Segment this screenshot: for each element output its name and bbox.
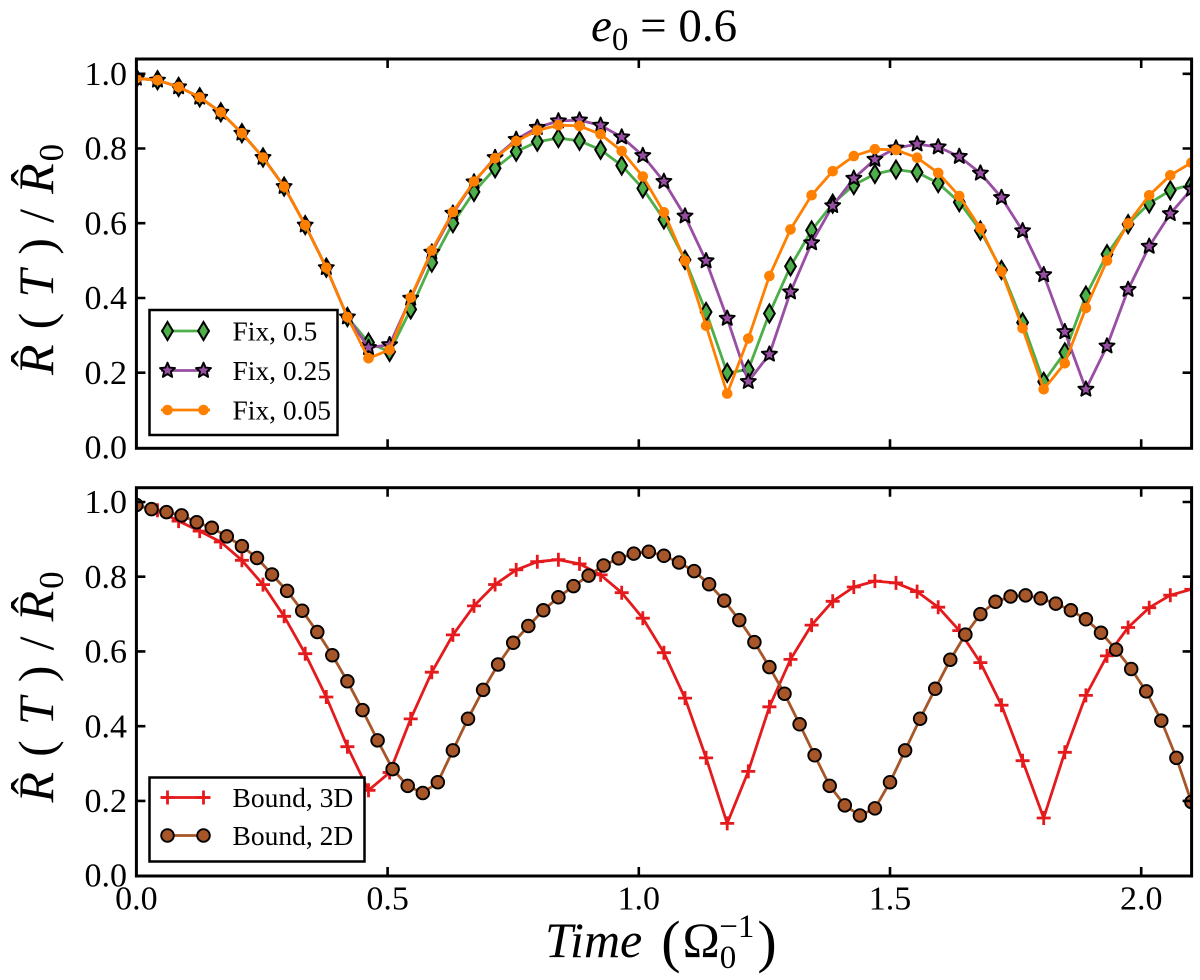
svg-text:0.8: 0.8: [85, 559, 128, 596]
svg-text:Fix, 0.05: Fix, 0.05: [233, 395, 332, 426]
svg-text:0.5: 0.5: [366, 881, 409, 918]
svg-text:Bound, 2D: Bound, 2D: [233, 820, 354, 851]
svg-text:Bound, 3D: Bound, 3D: [233, 782, 354, 813]
svg-text:0.6: 0.6: [85, 205, 128, 242]
svg-text:R: R: [8, 772, 64, 804]
svg-text:T: T: [8, 694, 64, 725]
svg-text:0.4: 0.4: [85, 280, 128, 317]
svg-text:ˆ: ˆ: [1, 778, 57, 795]
svg-text:0: 0: [32, 144, 71, 162]
svg-text:e0 = 0.6: e0 = 0.6: [591, 0, 737, 58]
svg-text:1.0: 1.0: [618, 881, 661, 918]
svg-text:0.0: 0.0: [85, 430, 128, 467]
svg-text:1.5: 1.5: [869, 881, 912, 918]
svg-text:2.0: 2.0: [1120, 881, 1163, 918]
svg-text:R: R: [8, 591, 64, 623]
svg-text:0.8: 0.8: [85, 131, 128, 168]
svg-text:Time(Ω0−1): Time (Ω0−1): [545, 909, 777, 976]
svg-text:0.0: 0.0: [115, 881, 158, 918]
svg-text:ˆ: ˆ: [1, 596, 57, 613]
svg-text:): ): [8, 666, 64, 683]
svg-text:0.6: 0.6: [85, 634, 128, 671]
svg-text:Fix, 0.5: Fix, 0.5: [233, 316, 318, 347]
svg-text:ˆ: ˆ: [1, 350, 57, 367]
svg-text:0.2: 0.2: [85, 355, 128, 392]
svg-text:/: /: [8, 209, 64, 223]
svg-text:R: R: [8, 163, 64, 195]
svg-text:0.2: 0.2: [85, 783, 128, 820]
svg-text:0: 0: [32, 571, 71, 589]
svg-text:(: (: [8, 740, 64, 757]
svg-text:ˆ: ˆ: [1, 169, 57, 186]
svg-text:(: (: [8, 313, 64, 330]
svg-text:): ): [8, 238, 64, 255]
svg-text:0.0: 0.0: [85, 858, 128, 895]
svg-text:1.0: 1.0: [85, 484, 128, 521]
svg-text:/: /: [8, 636, 64, 650]
svg-text:1.0: 1.0: [85, 56, 128, 93]
svg-text:R: R: [8, 344, 64, 376]
svg-text:Fix, 0.25: Fix, 0.25: [233, 355, 332, 386]
svg-text:T: T: [8, 267, 64, 298]
svg-text:0.4: 0.4: [85, 708, 128, 745]
